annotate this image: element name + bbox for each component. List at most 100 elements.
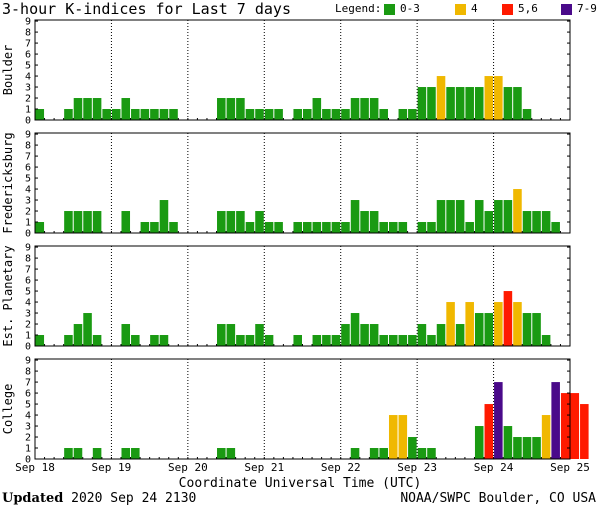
y-tick-label: 8 [25,367,31,378]
k-index-bar [570,393,580,459]
k-index-bar [388,335,398,346]
y-tick-label: 9 [25,243,31,254]
y-tick-label: 7 [25,39,31,50]
k-index-bar [532,211,541,233]
k-index-bar [83,313,92,346]
k-index-bar [245,222,255,233]
k-index-bar [341,109,350,120]
legend-label: Legend: [335,2,382,15]
k-index-bar [513,302,522,346]
updated-timestamp: Updated 2020 Sep 24 2130 [2,491,196,506]
k-index-bar [360,211,369,233]
k-index-bar [532,437,541,459]
k-index-bar [522,313,532,346]
k-index-bar [226,448,236,459]
y-tick-label: 9 [25,356,31,367]
k-index-bar [388,222,398,233]
k-index-bar [245,335,255,346]
k-index-bar [159,335,169,346]
y-tick-label: 6 [25,163,31,174]
k-index-bar [503,426,513,459]
k-index-bar [226,211,236,233]
y-tick-label: 9 [25,17,31,28]
k-index-bar [341,324,350,346]
k-index-bar [522,109,532,120]
k-index-bar [398,335,408,346]
x-tick-label: Sep 22 [321,461,361,474]
y-tick-label: 1 [25,331,31,342]
k-index-bar [388,415,398,459]
legend-swatch [502,4,513,15]
k-index-bar [236,98,245,120]
k-index-bar [274,222,283,233]
y-tick-label: 2 [25,94,31,105]
k-index-bar [35,222,45,233]
k-index-bar [522,437,532,459]
k-index-bar [541,415,551,459]
x-tick-label: Sep 21 [244,461,284,474]
k-index-bar [293,222,302,233]
y-tick-label: 3 [25,83,31,94]
k-index-bar [64,109,73,120]
k-index-bar [408,335,417,346]
k-index-bar [331,335,341,346]
k-index-bar [465,302,474,346]
y-tick-label: 8 [25,28,31,39]
y-tick-label: 7 [25,265,31,276]
k-index-bar [140,222,150,233]
chart-title: 3-hour K-indices for Last 7 days [2,0,291,18]
k-index-bar [73,98,83,120]
k-index-bar [92,98,102,120]
updated-value: 2020 Sep 24 2130 [71,491,197,506]
y-tick-label: 1 [25,444,31,455]
k-index-bar [446,200,455,233]
k-index-bar [455,324,465,346]
k-index-bar [484,313,494,346]
y-tick-label: 2 [25,207,31,218]
k-index-bar [264,335,274,346]
k-index-bar [121,324,131,346]
k-index-bar [35,109,45,120]
y-tick-label: 0 [25,455,31,466]
y-tick-label: 2 [25,433,31,444]
k-index-bar [379,335,388,346]
k-index-bar [226,324,236,346]
k-index-bar [322,335,331,346]
k-index-bar [427,87,436,120]
k-index-bar [417,448,427,459]
k-index-bar [369,211,379,233]
y-tick-label: 0 [25,116,31,127]
k-index-bar [255,109,264,120]
k-index-bar [73,211,83,233]
k-index-bar [417,222,427,233]
k-index-bar [513,189,522,233]
k-index-bar [331,222,341,233]
y-tick-label: 2 [25,320,31,331]
k-index-bar [255,324,264,346]
k-index-bar [140,109,150,120]
k-index-bar [455,87,465,120]
k-index-bar [513,437,522,459]
legend-item-label: 0-3 [400,2,420,15]
updated-label: Updated [2,491,64,506]
y-tick-label: 1 [25,218,31,229]
k-index-bar [217,448,226,459]
k-index-bar [436,324,446,346]
k-index-bar [522,211,532,233]
y-tick-label: 3 [25,196,31,207]
k-index-bar [446,302,455,346]
k-index-bar [494,76,503,120]
k-index-bar [226,98,236,120]
k-index-bar [331,109,341,120]
y-tick-label: 7 [25,152,31,163]
k-index-bar [64,448,73,459]
x-axis-title: Coordinate Universal Time (UTC) [178,476,422,491]
k-index-bar [560,393,570,459]
k-index-bar [494,302,503,346]
k-index-bar [236,335,245,346]
y-tick-label: 6 [25,389,31,400]
y-tick-label: 6 [25,50,31,61]
